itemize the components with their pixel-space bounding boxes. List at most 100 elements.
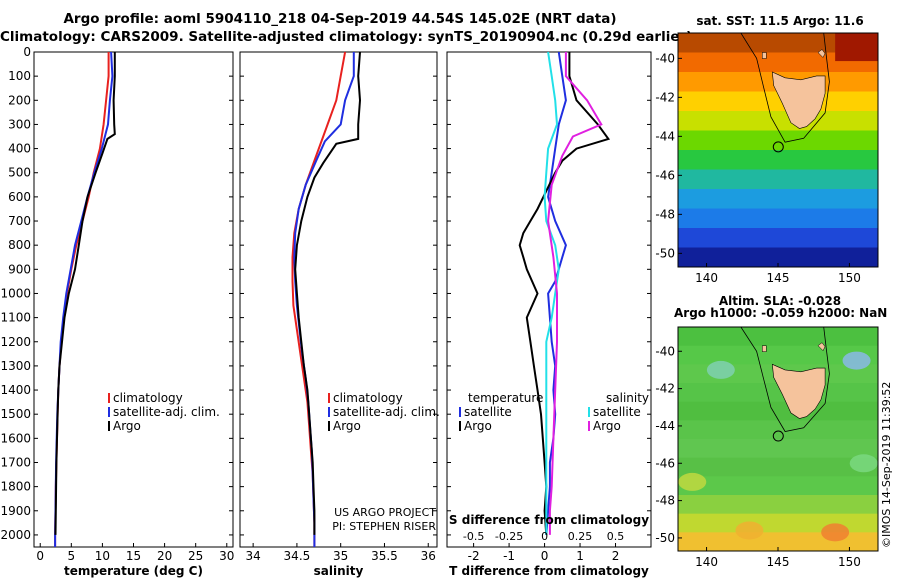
sla-map-band [678, 476, 878, 496]
map-y-tick-label: -48 [655, 494, 675, 508]
king-island [762, 52, 767, 59]
x-tick-label: 1 [576, 549, 584, 563]
legend-diff-sal-label: Argo [593, 419, 621, 433]
series-line-argo [294, 51, 362, 535]
argo-position-marker [772, 141, 784, 153]
sst-map-band [678, 130, 878, 151]
sst-map-band [678, 189, 878, 210]
secondary-x-tick-label: -0.5 [463, 530, 484, 543]
sla-anomaly-blob [842, 351, 871, 370]
legend-diff-temp-label: Argo [464, 419, 492, 433]
sst-map-band [678, 228, 878, 249]
y-tick-label: 1100 [0, 311, 31, 325]
flinders-island [817, 342, 826, 352]
series-line-climatology [54, 52, 110, 547]
sla-map-field [678, 327, 878, 551]
sst-map-band [678, 169, 878, 190]
series-line-climatology [291, 51, 347, 547]
y-tick-label: 100 [8, 69, 31, 83]
legend-temp-label: Argo [113, 419, 141, 433]
x-tick-label: 34 [245, 549, 260, 563]
y-tick-label: 300 [8, 117, 31, 131]
y-tick-label: 600 [8, 190, 31, 204]
map-y-tick-label: -42 [655, 90, 675, 104]
x-tick-label: 10 [95, 549, 110, 563]
sla-anomaly-blob [849, 454, 878, 473]
y-tick-label: 1300 [0, 359, 31, 373]
y-tick-label: 1800 [0, 480, 31, 494]
argo-position-marker [772, 430, 784, 442]
x-tick-label: 30 [219, 549, 234, 563]
series-line-satellite [543, 51, 560, 535]
legend-sal-label: climatology [333, 391, 403, 405]
sla-anomaly-blob [821, 523, 850, 542]
y-tick-label: 200 [8, 93, 31, 107]
sla-anomaly-blob [735, 521, 764, 540]
sla-map-band [678, 383, 878, 403]
x-tick-label: 0 [36, 549, 44, 563]
sst-map-title: sat. SST: 11.5 Argo: 11.6 [696, 14, 864, 28]
y-tick-label: 800 [8, 238, 31, 252]
x-tick-label: 2 [612, 549, 620, 563]
y-tick-label: 1500 [0, 407, 31, 421]
map-y-tick-label: -44 [655, 419, 675, 433]
sst-map-field [678, 33, 878, 267]
sst-map-band [678, 91, 878, 112]
sst-map-band [678, 247, 878, 267]
series-line-satelliteadjclim [293, 52, 355, 547]
project-annotation: US ARGO PROJECT [334, 506, 436, 519]
y-tick-label: 0 [23, 45, 31, 59]
map-y-tick-label: -44 [655, 129, 675, 143]
secondary-x-tick-label: 0.25 [568, 530, 593, 543]
secondary-x-tick-label: -0.25 [495, 530, 523, 543]
y-tick-label: 1900 [0, 504, 31, 518]
shelf-contour [740, 327, 830, 432]
map-y-tick-label: -50 [655, 246, 675, 260]
sla-map-band [678, 401, 878, 422]
sla-map-title: Altim. SLA: -0.028 [718, 294, 842, 308]
flinders-island [817, 49, 826, 58]
legend-diff-temp-title: temperature [468, 391, 543, 405]
series-line-argo [54, 52, 116, 535]
x-tick-label: 25 [188, 549, 203, 563]
y-tick-label: 1000 [0, 286, 31, 300]
sla-map-band [678, 495, 878, 515]
legend-sal-label: Argo [333, 419, 361, 433]
y-tick-label: 1200 [0, 335, 31, 349]
legend-temp-label: satellite-adj. clim. [113, 405, 220, 419]
map-y-tick-label: -46 [655, 456, 675, 470]
map-y-tick-label: -40 [655, 51, 675, 65]
plot-title: Argo profile: aoml 5904110_218 04-Sep-20… [63, 11, 617, 27]
king-island [762, 345, 767, 352]
map-y-tick-label: -48 [655, 207, 675, 221]
y-tick-label: 1600 [0, 431, 31, 445]
sst-map-band [678, 150, 878, 171]
secondary-x-tick-label: 0.5 [607, 530, 625, 543]
sla-map-band [678, 457, 878, 478]
x-tick-label: 35.5 [371, 549, 398, 563]
map-x-tick-label: 140 [695, 555, 718, 569]
map-x-tick-label: 140 [695, 271, 718, 285]
sla-anomaly-blob [678, 472, 707, 491]
x-tick-label: -1 [503, 549, 515, 563]
shelf-contour [740, 33, 830, 143]
legend-diff-sal-label: satellite [593, 405, 641, 419]
map-x-tick-label: 145 [767, 271, 790, 285]
y-tick-label: 1400 [0, 383, 31, 397]
y-tick-label: 2000 [0, 528, 31, 542]
map-y-tick-label: -50 [655, 531, 675, 545]
panel-frame [239, 51, 438, 548]
sla-map-subtitle: Argo h1000: -0.059 h2000: NaN [674, 306, 888, 320]
x-axis-label: salinity [314, 564, 364, 578]
sla-map-band [678, 327, 878, 347]
x-axis-label: T difference from climatology [449, 564, 649, 578]
x-tick-label: 36 [421, 549, 436, 563]
tasmania-land [771, 71, 826, 129]
y-tick-label: 1700 [0, 455, 31, 469]
x-tick-label: 0 [541, 549, 549, 563]
map-x-tick-label: 150 [838, 271, 861, 285]
secondary-x-tick-label: 0 [541, 530, 548, 543]
x-tick-label: -2 [468, 549, 480, 563]
map-y-tick-label: -42 [655, 382, 675, 396]
